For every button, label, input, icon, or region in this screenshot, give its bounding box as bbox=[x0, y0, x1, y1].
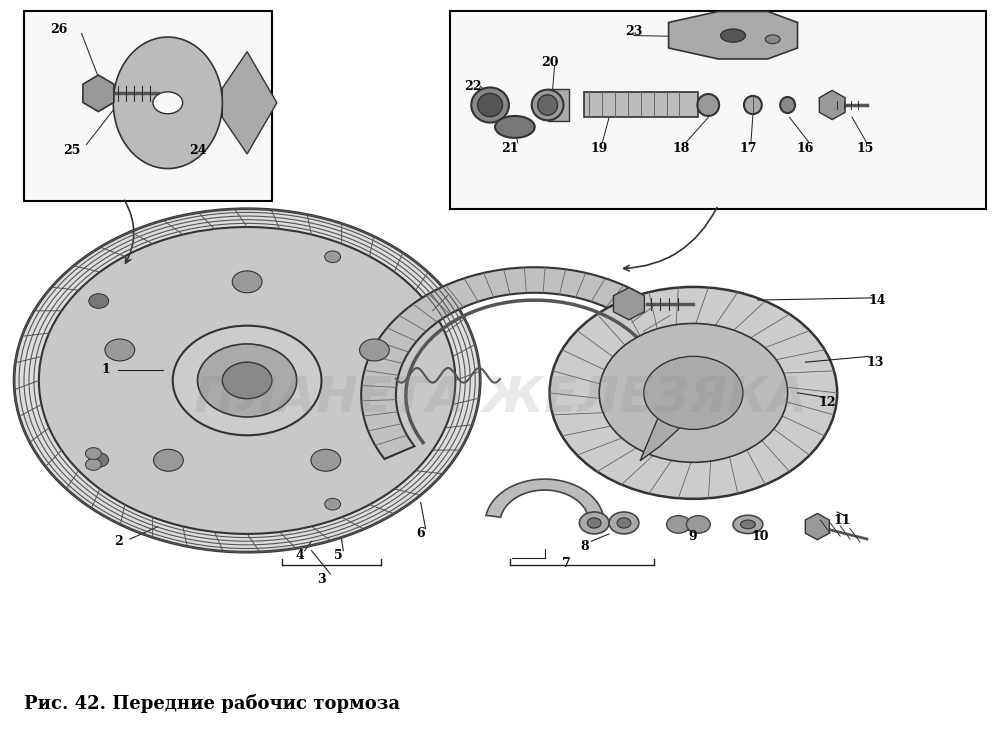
Polygon shape bbox=[819, 90, 845, 120]
Text: 25: 25 bbox=[63, 144, 80, 157]
Circle shape bbox=[667, 516, 690, 533]
Circle shape bbox=[686, 516, 710, 533]
Polygon shape bbox=[613, 287, 644, 320]
Circle shape bbox=[579, 512, 609, 534]
Circle shape bbox=[644, 356, 743, 429]
Circle shape bbox=[587, 518, 601, 528]
Text: 14: 14 bbox=[868, 293, 886, 307]
Ellipse shape bbox=[780, 97, 795, 113]
Text: 11: 11 bbox=[833, 514, 851, 527]
Polygon shape bbox=[805, 514, 829, 539]
Text: 10: 10 bbox=[751, 530, 769, 542]
Text: 6: 6 bbox=[416, 528, 425, 540]
Polygon shape bbox=[222, 52, 277, 154]
Text: 20: 20 bbox=[541, 56, 558, 69]
Circle shape bbox=[360, 339, 389, 361]
Circle shape bbox=[325, 498, 341, 510]
Text: 8: 8 bbox=[580, 539, 589, 553]
Circle shape bbox=[14, 208, 480, 552]
Text: 9: 9 bbox=[688, 530, 697, 542]
Polygon shape bbox=[83, 75, 114, 112]
Bar bbox=[584, 92, 698, 118]
Text: 2: 2 bbox=[114, 535, 123, 548]
Circle shape bbox=[153, 92, 183, 114]
Text: 22: 22 bbox=[464, 80, 482, 92]
Circle shape bbox=[173, 326, 322, 435]
Text: 26: 26 bbox=[50, 23, 67, 36]
Polygon shape bbox=[361, 268, 708, 459]
Circle shape bbox=[609, 512, 639, 534]
Text: Рис. 42. Передние рабочис тормоза: Рис. 42. Передние рабочис тормоза bbox=[24, 694, 400, 713]
Ellipse shape bbox=[740, 520, 755, 529]
Text: 4: 4 bbox=[295, 549, 304, 562]
Text: 21: 21 bbox=[501, 142, 519, 154]
Circle shape bbox=[311, 449, 341, 471]
Circle shape bbox=[89, 293, 109, 308]
Text: 24: 24 bbox=[189, 144, 206, 157]
Polygon shape bbox=[486, 479, 603, 517]
Circle shape bbox=[222, 362, 272, 399]
Text: 5: 5 bbox=[334, 549, 343, 562]
Circle shape bbox=[105, 339, 135, 361]
Circle shape bbox=[85, 459, 101, 470]
Text: 15: 15 bbox=[856, 142, 874, 154]
Circle shape bbox=[85, 448, 101, 460]
Circle shape bbox=[89, 452, 109, 467]
Circle shape bbox=[198, 344, 297, 417]
Ellipse shape bbox=[471, 87, 509, 123]
Text: 23: 23 bbox=[625, 25, 643, 38]
Circle shape bbox=[54, 234, 460, 534]
Ellipse shape bbox=[532, 89, 563, 120]
Ellipse shape bbox=[697, 94, 719, 116]
Ellipse shape bbox=[495, 116, 535, 138]
Circle shape bbox=[39, 227, 455, 534]
Circle shape bbox=[325, 251, 341, 262]
Text: 3: 3 bbox=[317, 573, 326, 586]
Text: 18: 18 bbox=[673, 142, 690, 154]
Text: ПЛАНЕТА ЖЕЛЕЗЯКА: ПЛАНЕТА ЖЕЛЕЗЯКА bbox=[194, 375, 806, 423]
Text: 16: 16 bbox=[797, 142, 814, 154]
Ellipse shape bbox=[721, 29, 745, 42]
Text: 13: 13 bbox=[866, 355, 884, 369]
Text: 17: 17 bbox=[739, 142, 757, 154]
Polygon shape bbox=[669, 12, 798, 59]
Circle shape bbox=[599, 324, 788, 463]
Ellipse shape bbox=[765, 35, 780, 44]
Ellipse shape bbox=[733, 515, 763, 534]
Ellipse shape bbox=[538, 95, 558, 115]
Bar bbox=[450, 12, 986, 208]
Bar bbox=[24, 12, 272, 202]
Bar bbox=[548, 89, 569, 121]
Circle shape bbox=[154, 449, 183, 471]
Text: 12: 12 bbox=[818, 396, 836, 409]
Text: 1: 1 bbox=[102, 363, 111, 376]
Polygon shape bbox=[640, 413, 680, 461]
Circle shape bbox=[232, 271, 262, 293]
Ellipse shape bbox=[478, 93, 502, 117]
Polygon shape bbox=[113, 37, 222, 168]
Text: 19: 19 bbox=[590, 142, 608, 154]
Circle shape bbox=[550, 287, 837, 499]
Ellipse shape bbox=[744, 96, 762, 114]
Circle shape bbox=[617, 518, 631, 528]
Text: 7: 7 bbox=[562, 556, 571, 570]
